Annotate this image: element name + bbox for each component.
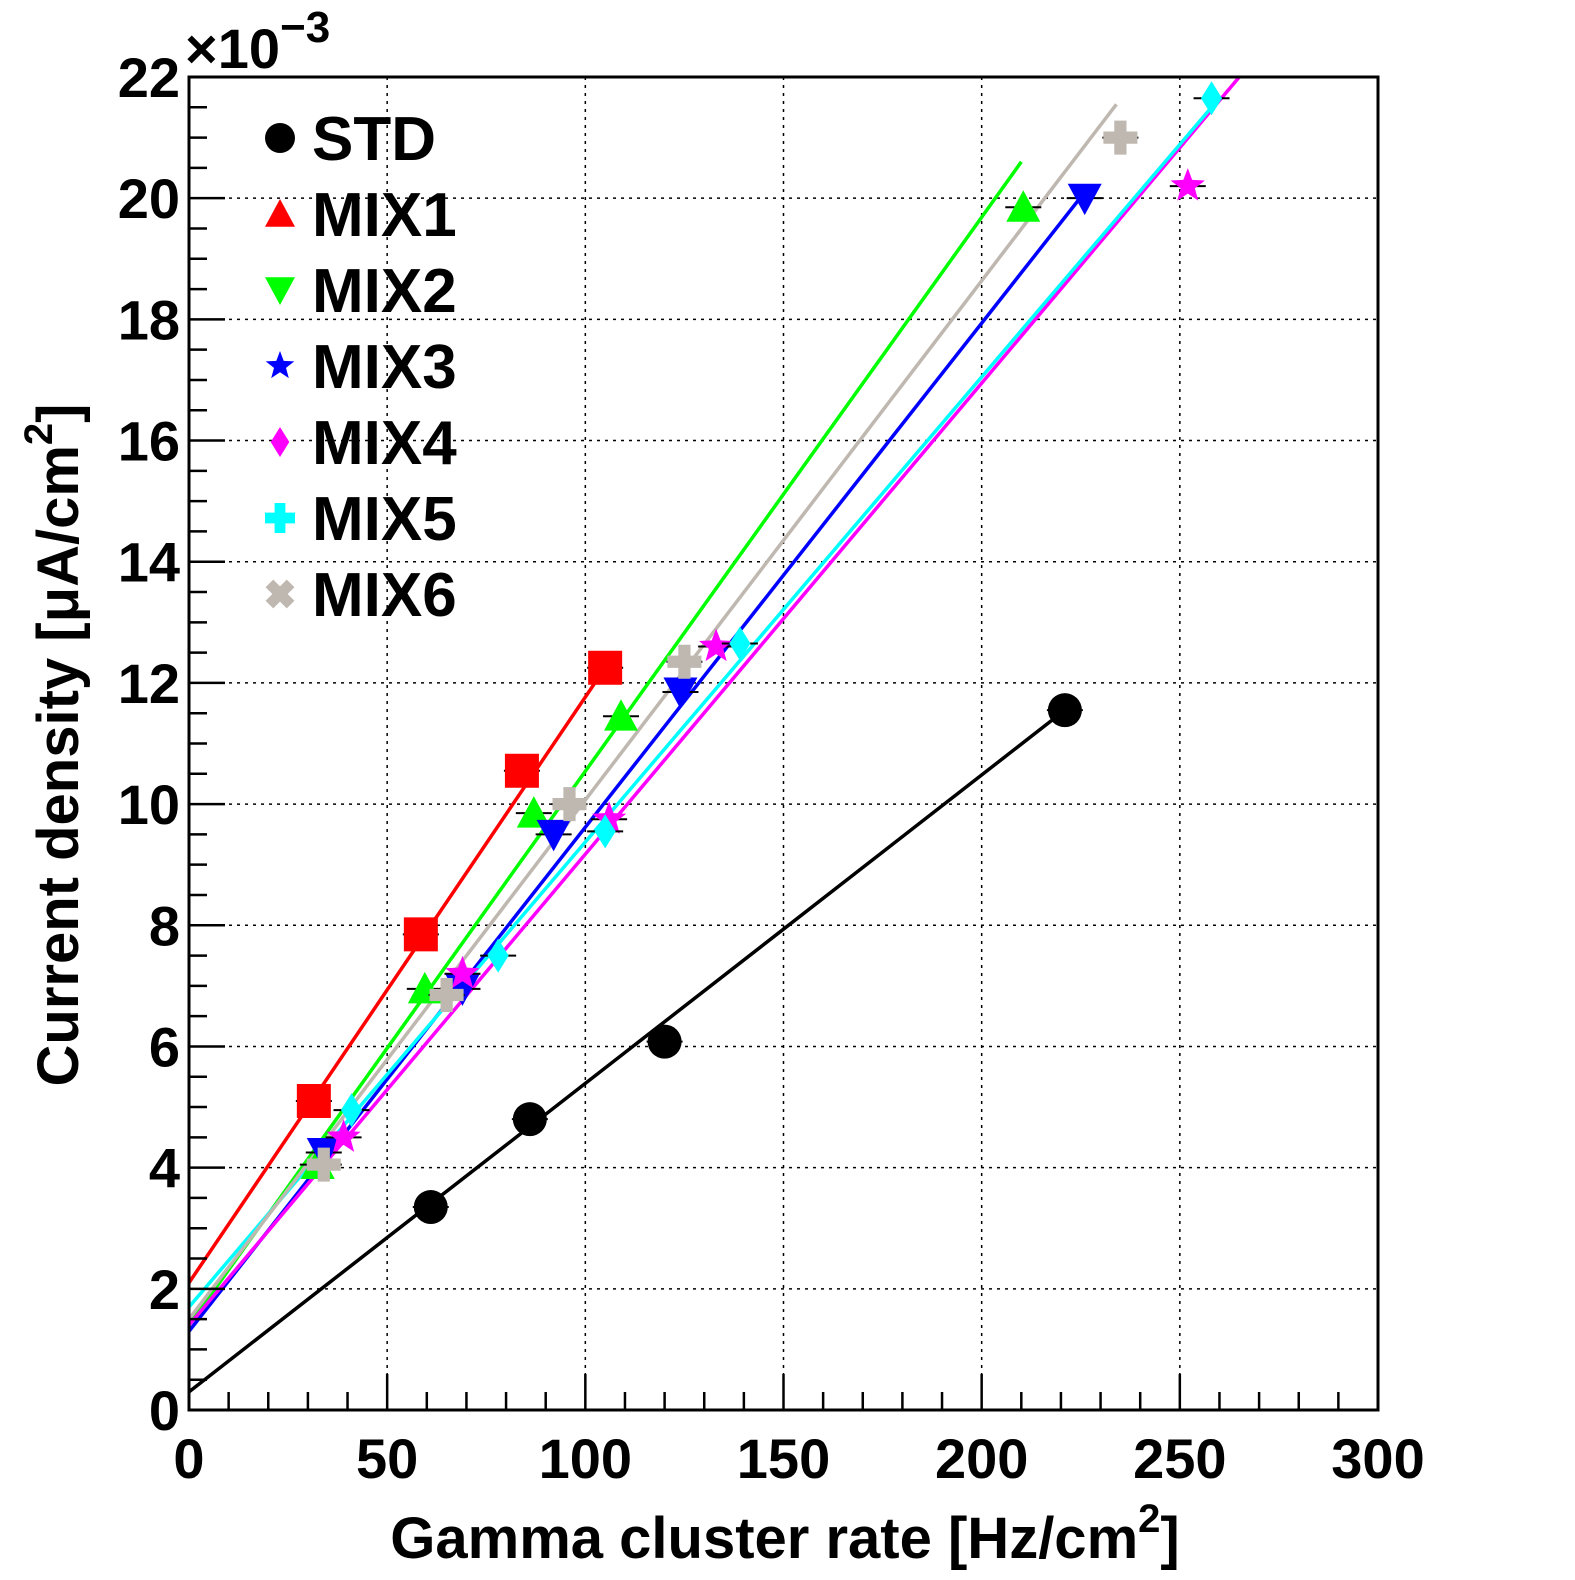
data-point-mix4 xyxy=(592,801,627,834)
data-point-mix5 xyxy=(1201,81,1223,116)
data-point-mix4 xyxy=(1170,168,1205,201)
y-tick-label: 12 xyxy=(118,652,180,715)
y-tick-label: 16 xyxy=(118,410,180,473)
data-point-mix1 xyxy=(403,917,438,952)
data-point-mix5 xyxy=(487,938,509,973)
x-tick-label: 200 xyxy=(935,1427,1028,1490)
data-point-mix2 xyxy=(1006,190,1041,222)
data-point-mix6 xyxy=(552,787,587,822)
legend-marker-mix1 xyxy=(265,199,295,227)
legend-marker-mix4 xyxy=(270,427,290,457)
data-point-mix6 xyxy=(306,1147,341,1182)
fit-line-mix2 xyxy=(187,160,1023,1327)
y-tick-label: 2 xyxy=(149,1258,180,1321)
x-axis-title: Gamma cluster rate [Hz/cm2] xyxy=(390,1497,1179,1571)
y-tick-label: 14 xyxy=(118,531,180,594)
y-tick-label: 18 xyxy=(118,288,180,351)
legend-label-mix6: MIX6 xyxy=(312,561,457,630)
legend-marker-mix5 xyxy=(265,503,295,533)
legend-marker-std xyxy=(265,123,295,153)
legend-label-mix5: MIX5 xyxy=(312,485,457,554)
data-point-std xyxy=(647,1024,682,1059)
legend-label-mix3: MIX3 xyxy=(312,333,457,402)
legend-marker-mix6-shape xyxy=(265,579,295,609)
x-tick-label: 250 xyxy=(1133,1427,1226,1490)
data-point-mix3 xyxy=(536,819,571,852)
y-tick-label: 0 xyxy=(149,1379,180,1442)
y-tick-label: 4 xyxy=(149,1137,180,1200)
axis-ticks xyxy=(187,75,1380,1412)
data-point-mix4 xyxy=(445,955,480,989)
data-point-mix3 xyxy=(663,677,698,709)
legend-label-mix4: MIX4 xyxy=(312,409,457,478)
data-point-mix2 xyxy=(516,796,551,828)
x-tick-label: 300 xyxy=(1331,1427,1424,1490)
y-axis-title: Current density [μA/cm2] xyxy=(17,404,91,1087)
y-tick-label: 10 xyxy=(118,773,180,836)
legend-label-mix1: MIX1 xyxy=(312,181,457,250)
y-tick-label: 20 xyxy=(118,167,180,230)
legend-label-mix2: MIX2 xyxy=(312,257,457,326)
legend-marker-mix2 xyxy=(265,277,295,305)
y-tick-label: 22 xyxy=(118,46,180,109)
y-tick-label: 6 xyxy=(149,1015,180,1078)
data-point-std xyxy=(512,1102,547,1137)
legend-label-std: STD xyxy=(312,105,436,174)
y-tick-label: 8 xyxy=(149,894,180,957)
data-points xyxy=(295,81,1230,1225)
data-point-mix6 xyxy=(667,644,702,679)
data-point-std xyxy=(413,1190,448,1225)
data-point-mix1 xyxy=(588,650,623,685)
data-point-mix6 xyxy=(429,977,464,1012)
data-point-mix5 xyxy=(340,1093,363,1128)
y-multiplier: ×10−3 xyxy=(185,3,330,80)
legend: STD MIX1 MIX2 MIX3 MIX4 MIX5 MIX6 xyxy=(265,105,457,630)
legend-marker-mix3 xyxy=(265,351,295,379)
grid xyxy=(189,77,1378,1410)
data-point-mix6 xyxy=(1103,120,1138,155)
data-point-mix4 xyxy=(326,1119,361,1152)
legend-marker-mix6 xyxy=(265,579,295,609)
x-tick-label: 0 xyxy=(173,1427,204,1490)
fit-line-mix4 xyxy=(187,75,1241,1327)
data-point-mix1 xyxy=(296,1083,331,1118)
data-point-std xyxy=(1047,693,1082,728)
fit-line-mix6 xyxy=(187,103,1118,1321)
tick-labels: 0 50 100 150 200 250 300 0 2 4 6 8 10 12 14 16 18 20 22 xyxy=(118,46,1425,1490)
data-point-mix1 xyxy=(504,753,539,788)
data-point-mix5 xyxy=(729,626,751,661)
data-point-mix2 xyxy=(604,699,639,731)
x-tick-label: 100 xyxy=(539,1427,632,1490)
data-point-mix3 xyxy=(1067,183,1102,216)
data-point-mix4 xyxy=(699,628,734,662)
x-tick-label: 150 xyxy=(737,1427,830,1490)
x-tick-label: 50 xyxy=(356,1427,418,1490)
fit-line-std xyxy=(187,708,1066,1394)
data-point-mix5 xyxy=(594,814,616,849)
